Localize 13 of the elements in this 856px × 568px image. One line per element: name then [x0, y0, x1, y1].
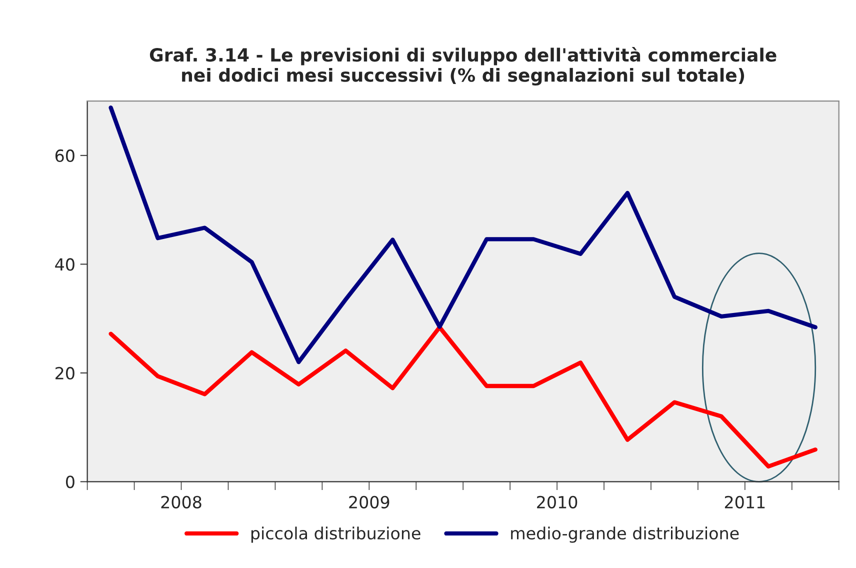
x-tick-label: 2011 — [724, 496, 765, 508]
chart-title: Graf. 3.14 - Le previsioni di sviluppo dell'attività commerciale nei dodici mesi successivi (% di segnalazioni sul totale) — [150, 47, 776, 86]
x-tick-label: 2010 — [537, 496, 578, 508]
y-tick-label: 20 — [56, 366, 74, 380]
y-tick-label: 60 — [55, 149, 74, 162]
line-series — [108, 325, 818, 469]
legend-label: piccola distribuzione — [251, 526, 420, 543]
x-tick-label: 2008 — [161, 496, 202, 508]
line-series — [108, 106, 818, 364]
x-tick-label: 2009 — [349, 496, 390, 508]
y-tick-label: 0 — [66, 476, 74, 488]
legend-label: medio-grande distribuzione — [511, 526, 739, 543]
y-tick-label: 40 — [55, 258, 74, 271]
